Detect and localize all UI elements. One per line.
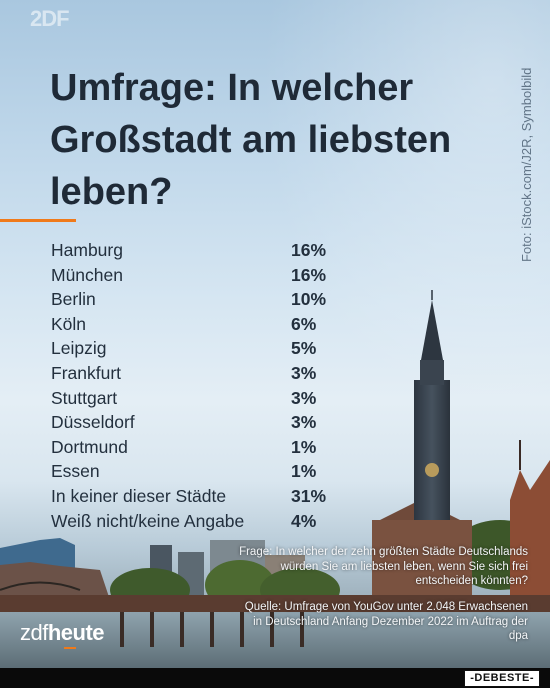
percentage-value: 16% <box>291 240 327 260</box>
city-label: München <box>51 264 123 285</box>
city-label: Essen <box>51 461 100 482</box>
result-row: München 16% <box>51 265 351 290</box>
survey-source: Quelle: Umfrage von YouGov unter 2.048 E… <box>244 601 528 642</box>
city-label: Dortmund <box>51 436 128 457</box>
result-row: In keiner dieser Städte 31% <box>51 486 351 511</box>
percentage-value: 1% <box>291 436 317 457</box>
result-row: Frankfurt 3% <box>51 363 351 388</box>
city-label: Köln <box>51 313 87 334</box>
city-label: Hamburg <box>51 240 123 260</box>
result-row: Köln 6% <box>51 314 351 339</box>
percentage-value: 10% <box>291 289 327 310</box>
city-label: In keiner dieser Städte <box>51 485 227 506</box>
site-badge: -DEBESTE- <box>464 670 540 687</box>
result-row: Düsseldorf 3% <box>51 412 351 437</box>
city-skyline-illustration <box>0 290 550 668</box>
result-row: Berlin 10% <box>51 289 351 314</box>
results-table: Hamburg 16% München 16% Berlin 10% Köln 6% Leipz… <box>51 240 351 535</box>
sky-glow <box>260 0 550 420</box>
result-row: Essen 1% <box>51 461 351 486</box>
percentage-value: 16% <box>291 264 327 285</box>
percentage-value: 3% <box>291 362 317 383</box>
accent-rule <box>0 219 76 222</box>
percentage-value: 1% <box>291 461 317 482</box>
city-label: Stuttgart <box>51 387 118 408</box>
result-row: Leipzig 5% <box>51 338 351 363</box>
result-row: Weiß nicht/keine Angabe 4% <box>51 511 351 536</box>
percentage-value: 6% <box>291 313 317 334</box>
percentage-value: 5% <box>291 338 317 359</box>
city-label: Frankfurt <box>51 362 122 383</box>
zdfheute-logo: zdfheute <box>20 620 105 649</box>
zdf-watermark-logo: 2DF <box>30 6 70 31</box>
result-row: Hamburg 16% <box>51 240 351 265</box>
infographic-card: 2DF Umfrage: In welcher Großstadt am lie… <box>0 0 550 668</box>
brand-underline <box>64 647 76 649</box>
percentage-value: 31% <box>291 485 327 506</box>
city-label: Leipzig <box>51 338 107 359</box>
brand-zdf: zdf <box>20 620 48 645</box>
city-label: Weiß nicht/keine Angabe <box>51 510 245 531</box>
percentage-value: 3% <box>291 387 317 408</box>
city-label: Berlin <box>51 289 96 310</box>
chart-title: Umfrage: In welcher Großstadt am liebste… <box>50 67 452 213</box>
result-row: Stuttgart 3% <box>51 388 351 413</box>
result-row: Dortmund 1% <box>51 437 351 462</box>
percentage-value: 4% <box>291 510 317 531</box>
percentage-value: 3% <box>291 412 317 433</box>
city-label: Düsseldorf <box>51 412 135 433</box>
survey-question: Frage: In welcher der zehn größten Städt… <box>239 546 528 587</box>
brand-heute: heute <box>47 620 105 645</box>
